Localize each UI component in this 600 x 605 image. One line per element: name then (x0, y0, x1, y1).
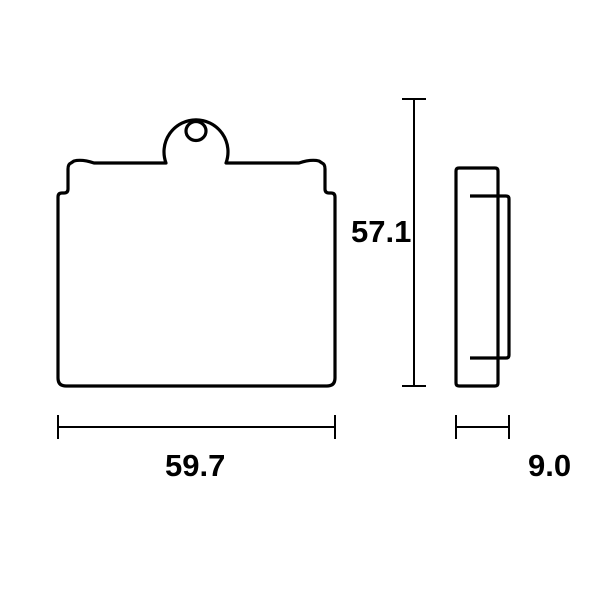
front-outline (58, 120, 335, 386)
drawing-svg (0, 0, 600, 600)
technical-drawing: 57.1 59.7 9.0 (0, 0, 600, 600)
side-inner (470, 196, 509, 358)
dim-thickness-label: 9.0 (528, 448, 571, 484)
dim-width-label: 59.7 (165, 448, 225, 484)
dim-height-label: 57.1 (351, 214, 411, 250)
side-outer (456, 168, 498, 386)
mounting-hole (186, 122, 206, 141)
